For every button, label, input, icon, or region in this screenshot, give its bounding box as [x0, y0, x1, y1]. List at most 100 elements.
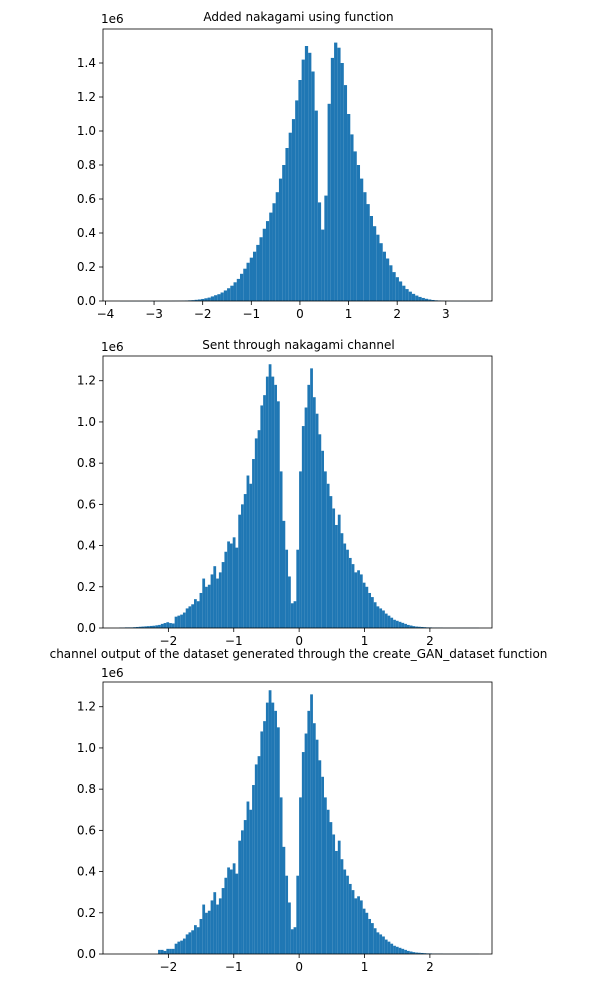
- histogram-bar: [346, 875, 349, 954]
- histogram-bar: [166, 622, 170, 628]
- histogram-bar: [288, 902, 291, 954]
- histogram-bar: [298, 80, 302, 301]
- histogram-bar: [227, 867, 230, 954]
- histogram-bar: [326, 809, 330, 954]
- histogram-bar: [282, 846, 286, 954]
- x-tick-label: −1: [225, 634, 243, 648]
- histogram-bar: [194, 299, 198, 301]
- histogram-bar: [221, 888, 225, 954]
- y-tick-label: 1.0: [77, 124, 96, 138]
- histogram-bar: [398, 947, 402, 954]
- histogram-bar: [224, 551, 228, 628]
- histogram-bar: [271, 376, 275, 628]
- histogram-bar: [191, 300, 195, 301]
- x-tick-label: 1: [361, 960, 369, 974]
- histogram-bar: [402, 285, 406, 301]
- histogram-bar: [401, 948, 405, 954]
- x-tick-label: 1: [345, 307, 353, 321]
- y-tick-label: 0.8: [77, 158, 96, 172]
- histogram-bar: [373, 928, 377, 954]
- histogram-bar: [232, 863, 236, 954]
- histogram-bar: [343, 85, 348, 301]
- histogram-bar: [259, 237, 263, 301]
- histogram-bar: [223, 290, 228, 301]
- histogram-bar: [420, 952, 424, 954]
- chart-panel-2: Sent through nakagami channel 1e6 −2 −1 0 1…: [77, 338, 493, 648]
- histogram-bar: [418, 296, 422, 301]
- histogram-bar: [252, 251, 257, 301]
- histogram-bar: [205, 912, 208, 954]
- histogram-bar: [271, 702, 275, 954]
- histogram-bar: [207, 297, 211, 301]
- histogram-bar: [224, 877, 228, 954]
- histogram-bar: [357, 896, 360, 954]
- y-tick-label: 1.0: [77, 741, 96, 755]
- histogram-bar: [368, 918, 372, 954]
- histogram-bar: [217, 294, 221, 301]
- x-tick-label: −3: [145, 307, 163, 321]
- histogram-bar: [390, 943, 394, 954]
- histogram-bar: [241, 504, 244, 628]
- histogram-bar: [268, 364, 272, 628]
- y-tick-label: 0.6: [77, 192, 96, 206]
- histogram-bar: [262, 228, 266, 301]
- chart-title-3: channel output of the dataset generated …: [50, 647, 548, 661]
- histogram-bar: [362, 582, 366, 628]
- y-offset-label-3: 1e6: [101, 666, 124, 680]
- histogram-bar: [357, 570, 360, 628]
- histogram-bar: [158, 624, 161, 628]
- histogram-bar: [278, 178, 283, 301]
- histogram-bar: [379, 934, 383, 954]
- histogram-bar: [398, 281, 403, 301]
- histogram-bar: [174, 616, 178, 628]
- histogram-bar: [236, 278, 241, 301]
- y-tick-label: 0.8: [77, 782, 96, 796]
- histogram-bar: [366, 204, 370, 301]
- histogram-bar: [235, 547, 239, 628]
- histogram-bar: [317, 202, 322, 301]
- histogram-bar: [160, 949, 164, 954]
- histogram-bar: [210, 296, 215, 301]
- y-tick-label: 0.0: [77, 294, 96, 308]
- histogram-bar: [369, 216, 373, 301]
- histogram-bar: [233, 282, 237, 301]
- histogram-bar: [332, 508, 336, 628]
- histogram-bar: [368, 592, 372, 628]
- histogram-bar: [263, 395, 266, 628]
- histogram-bar: [246, 801, 250, 954]
- histogram-bar: [252, 459, 255, 628]
- histogram-bar: [163, 950, 167, 954]
- histogram-bar: [295, 100, 299, 302]
- y-tick-label: 1.2: [77, 90, 96, 104]
- histogram-bar: [337, 47, 341, 302]
- histogram-bar: [409, 625, 413, 628]
- histogram-bar: [350, 134, 354, 301]
- histogram-bar: [216, 904, 219, 954]
- histogram-bar: [421, 297, 425, 301]
- histogram-bar: [431, 299, 435, 301]
- histogram-bar: [243, 820, 247, 954]
- histogram-bar: [390, 617, 394, 628]
- histogram-bar: [382, 610, 385, 628]
- histogram-bar: [210, 574, 214, 628]
- x-tick-label: 2: [393, 307, 401, 321]
- histogram-bar: [180, 940, 183, 954]
- histogram-bar: [363, 192, 367, 301]
- x-tick-label: −2: [194, 307, 212, 321]
- histogram-bar: [311, 71, 315, 301]
- histogram-bar: [326, 483, 330, 628]
- histogram-bar: [285, 148, 289, 301]
- histogram-bar: [213, 892, 217, 954]
- histogram-bar: [155, 625, 159, 628]
- histogram-bar: [359, 574, 363, 628]
- histogram-bar: [315, 413, 319, 628]
- histogram-bar: [166, 948, 170, 954]
- histogram-bar: [213, 566, 217, 628]
- histogram-bar: [288, 576, 291, 628]
- histogram-bar: [265, 376, 269, 628]
- y-tick-label: 0.4: [77, 865, 96, 879]
- histogram-bar: [412, 952, 416, 954]
- y-tick-label: 0.4: [77, 226, 96, 240]
- histogram-bar: [423, 953, 427, 954]
